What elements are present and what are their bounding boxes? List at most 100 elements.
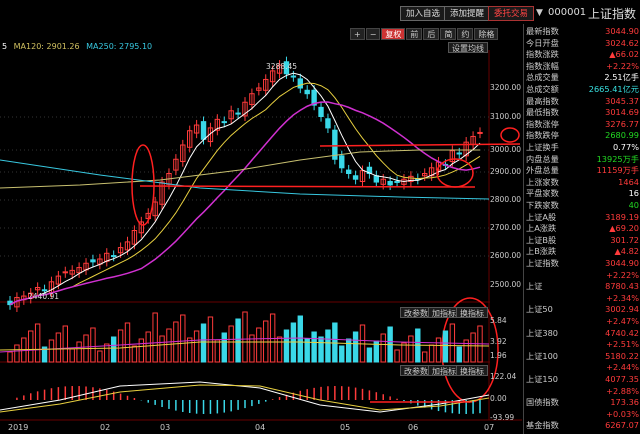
candle-body [394,180,400,183]
sidebar-label: 指数涨跌 [526,49,559,60]
vol-axis-low: 1.96 [490,351,507,360]
sidebar-value: ▲69.20 [609,223,639,234]
volume-bar [62,325,68,363]
candle-body [276,64,283,74]
candle-body [359,170,366,182]
sidebar-value: 4077.35 [605,374,639,384]
sidebar-label: 基金指数 [526,420,559,431]
volume-ma-line [0,341,490,351]
candle-body [332,129,338,160]
chart-toolbar-button-0[interactable]: + [350,28,365,40]
sidebar-value: +2.34% [606,292,639,303]
ma-legend: 5 MA120: 2901.26 MA250: 2795.10 [2,42,152,51]
sidebar-label: 今日开盘 [526,37,559,48]
candle-body [228,110,234,120]
volume-bar [193,330,200,363]
sidebar-label: 上证50 [526,304,553,315]
set-ma-button[interactable]: 设置均线 [448,42,488,53]
sidebar-value: 2.51亿手 [604,72,639,83]
candle-body [422,173,428,177]
volume-bar [180,314,186,363]
chart-toolbar-button-7[interactable]: 除格 [474,28,499,40]
chart-toolbar-button-3[interactable]: 前 [406,28,423,40]
sidebar-row: 基金指数 6267.07 [524,420,640,431]
price-tick-3: 2900.00 [490,167,522,176]
candle-body [214,118,221,131]
price-tick-5: 2700.00 [490,223,522,232]
candle-body [311,89,317,106]
candle-body [187,130,193,148]
sidebar-value: 40 [628,200,639,210]
sidebar-label: 总成交额 [526,84,559,94]
sidebar-value: 6267.07 [605,420,639,431]
sidebar-value: 8780.43 [605,281,639,292]
candle-body [380,178,386,185]
volume-bar [304,338,310,363]
sidebar-label: 最高指数 [526,95,559,106]
volume-bar [124,322,131,363]
delegate-trade-button[interactable]: 委托交易 [488,6,535,21]
chart-toolbar-button-2[interactable]: 复权 [381,28,406,40]
volume-bar [187,337,193,363]
sidebar-row: 上证100 5180.22 [524,351,640,362]
volume-bar [325,329,331,363]
candle-body [256,87,262,91]
stock-name: 上证指数 [588,7,637,21]
volume-bar [55,332,62,363]
sidebar-row: 国债指数 173.36 [524,397,640,408]
sidebar-row: 上证B股 301.72 [524,235,640,246]
support-line [139,185,476,188]
date-label-05: 05 [340,423,351,432]
sidebar-label: 上涨家数 [526,176,559,187]
vol-axis-top: 5.84 [490,316,507,325]
sidebar-row: 今日开盘 3024.62 [524,38,640,49]
sidebar-label: 上证B股 [526,234,557,245]
sidebar-row: 总成交额 2665.41亿元 [524,84,640,95]
sidebar-row: 上证换手 0.77% [524,142,640,153]
volume-ma-line [0,337,490,353]
price-tick-2: 3000.00 [490,145,522,154]
ma10-line [9,82,481,306]
sidebar-value: 2680.99 [605,130,639,141]
candle-body [463,141,469,157]
sidebar-row: +2.34% [524,293,640,304]
macd-switch-indicator-button[interactable]: 换指标 [456,365,488,376]
stock-code: 000001 [548,7,587,18]
sidebar-value: 3002.94 [605,304,639,315]
sidebar-value: 3276.77 [605,118,639,129]
sidebar-row: 外盘总量 11159万手 [524,165,640,176]
highlight-ellipse [500,127,520,143]
volume-bar [138,338,145,363]
volume-bar [249,334,255,363]
sidebar-value: +0.03% [606,408,639,419]
volume-bar [214,339,221,363]
sidebar-value: +2.51% [606,339,639,350]
candle-body [62,271,68,274]
sidebar-value: +2.22% [606,60,639,71]
price-tick-0: 3200.00 [490,83,522,92]
chart-toolbar-button-6[interactable]: 约 [457,28,474,40]
add-watchlist-button[interactable]: 加入自选 [400,6,447,21]
candle-body [41,289,48,292]
candle-body [124,241,131,251]
vol-switch-indicator-button[interactable]: 换指标 [456,307,488,318]
dif-line [0,381,490,413]
sidebar-label: 指数涨幅 [526,60,559,71]
candle-body [318,106,324,117]
sidebar-row: 指数涨停 3276.77 [524,119,640,130]
sidebar-value: 11159万手 [596,165,639,176]
chart-toolbar-button-1[interactable]: − [365,28,381,40]
sidebar-label: 上证 [526,281,543,292]
add-alert-button[interactable]: 添加提醒 [444,6,491,21]
candle-body [325,118,331,129]
sidebar-value: 0.77% [612,142,639,152]
ma250-label: MA250: 2795.10 [86,42,153,51]
chart-toolbar-button-5[interactable]: 简 [440,28,457,40]
sidebar-value: +2.47% [606,316,639,326]
chart-toolbar-button-4[interactable]: 后 [423,28,440,40]
volume-bar [104,343,110,363]
candle-body [352,175,359,180]
dropdown-arrow-icon[interactable]: ▼ [536,8,543,18]
kline-chart[interactable] [0,50,522,422]
volume-bar [152,312,158,363]
